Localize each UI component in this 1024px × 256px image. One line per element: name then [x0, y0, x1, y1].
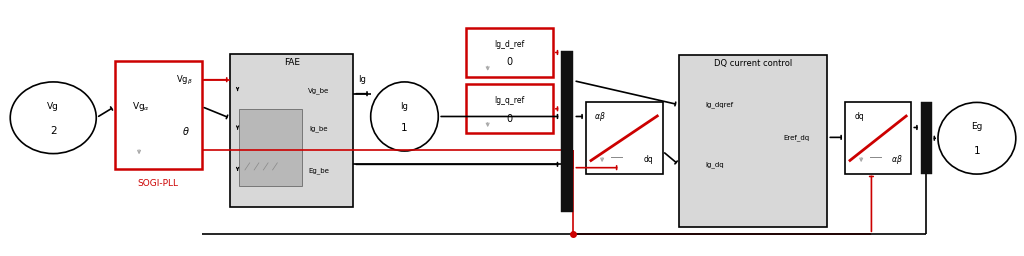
Text: 1: 1 [401, 123, 408, 133]
Text: $\theta$: $\theta$ [182, 125, 189, 137]
Bar [115, 61, 202, 169]
Text: DQ current control: DQ current control [714, 59, 793, 68]
Bar [679, 55, 827, 227]
Bar [561, 51, 573, 212]
Bar [845, 102, 911, 174]
Ellipse shape [10, 82, 96, 154]
Text: Vg$_\beta$: Vg$_\beta$ [176, 74, 193, 87]
Text: Eg: Eg [971, 122, 983, 131]
Bar [921, 102, 932, 174]
Bar [230, 54, 353, 207]
Bar [466, 28, 553, 77]
Text: Ig_d_ref: Ig_d_ref [495, 40, 524, 49]
Text: dq: dq [643, 155, 653, 165]
Text: Eg_be: Eg_be [308, 167, 330, 174]
Text: FAE: FAE [284, 58, 300, 67]
Text: 0: 0 [507, 57, 512, 67]
Text: Ig: Ig [358, 75, 366, 84]
Text: 1: 1 [974, 146, 980, 156]
Text: Vg$_\alpha$: Vg$_\alpha$ [132, 100, 150, 113]
Text: Eref_dq: Eref_dq [783, 134, 810, 141]
Text: Ig_dqref: Ig_dqref [706, 101, 734, 108]
Text: Ig_q_ref: Ig_q_ref [495, 96, 524, 105]
Ellipse shape [371, 82, 438, 151]
Text: Vg: Vg [47, 102, 59, 111]
Text: dq: dq [854, 112, 864, 121]
Text: Vg_be: Vg_be [308, 87, 330, 94]
Text: $\alpha\beta$: $\alpha\beta$ [891, 154, 903, 166]
Ellipse shape [938, 102, 1016, 174]
Bar [239, 109, 302, 186]
Bar [586, 102, 663, 174]
Text: Ig_dq: Ig_dq [706, 162, 724, 168]
Text: Ig_be: Ig_be [309, 126, 328, 132]
Text: $\alpha\beta$: $\alpha\beta$ [594, 110, 606, 123]
Text: Ig: Ig [400, 102, 409, 111]
Bar [466, 84, 553, 133]
Text: SOGI-PLL: SOGI-PLL [137, 178, 179, 188]
Text: 0: 0 [507, 113, 512, 124]
Text: 2: 2 [50, 125, 56, 136]
